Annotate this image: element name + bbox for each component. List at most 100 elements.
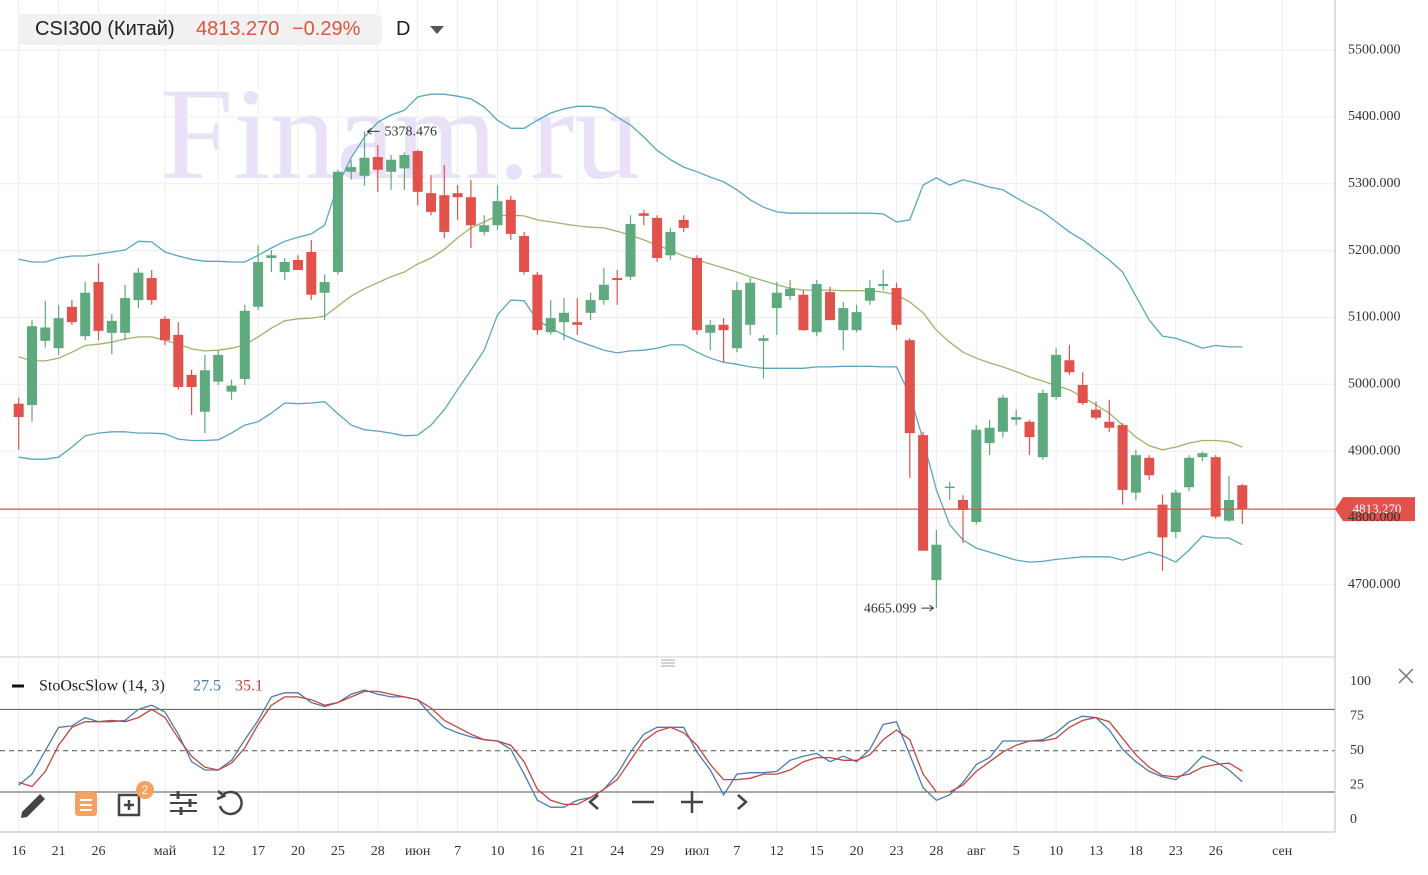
candle-body	[266, 255, 277, 258]
candle-body	[186, 374, 197, 387]
candle-body	[332, 171, 343, 273]
x-tick-label: 20	[850, 844, 864, 859]
settings-tool[interactable]	[170, 794, 197, 812]
low-label: 4665.099	[864, 601, 917, 616]
candle-body	[1037, 393, 1048, 458]
scroll-left[interactable]	[588, 794, 599, 810]
candle-body	[598, 284, 609, 301]
candle-body	[825, 292, 835, 321]
x-tick-label: 7	[454, 844, 461, 859]
y-tick-label: 0	[1350, 812, 1357, 827]
candle-body	[1024, 421, 1035, 438]
candle-body	[1210, 457, 1221, 517]
legend-value: 35.1	[235, 678, 263, 695]
candle-body	[692, 257, 702, 331]
candle-body	[545, 318, 556, 333]
candle-body	[705, 324, 716, 333]
candle-body	[80, 292, 91, 337]
candle-body	[1051, 354, 1062, 398]
symbol-header[interactable]: CSI300 (Китай) 4813.270 −0.29%	[18, 14, 382, 45]
indicators-icon	[124, 800, 134, 810]
candle-body	[66, 306, 77, 323]
candle-body	[412, 151, 423, 192]
y-tick-label: 4800.000	[1348, 510, 1401, 525]
candle-body	[399, 155, 410, 169]
candle-body	[984, 427, 995, 444]
candle-body	[585, 300, 596, 313]
y-tick-label: 5500.000	[1348, 42, 1401, 57]
candle-body	[226, 385, 237, 392]
x-tick-label: 12	[211, 844, 225, 859]
draw-tool[interactable]	[21, 794, 45, 818]
candle-body	[931, 544, 942, 581]
candle-body	[918, 435, 929, 551]
candle-body	[40, 327, 51, 341]
x-tick-label: 21	[570, 844, 584, 859]
candle-body	[1091, 409, 1101, 418]
x-tick-label: сен	[1272, 844, 1293, 859]
candle-body	[120, 298, 131, 333]
x-tick-label: авг	[967, 844, 986, 859]
last-price-label: 4813.270	[1353, 501, 1402, 516]
candle-body	[1144, 457, 1155, 476]
indicators-tool[interactable]	[117, 793, 141, 817]
candle-body	[519, 235, 530, 273]
x-tick-label: 20	[291, 844, 305, 859]
x-tick-label: 16	[12, 844, 26, 859]
x-tick-label: 28	[929, 844, 943, 859]
x-tick-label: 5	[1013, 844, 1020, 859]
y-tick-label: 5200.000	[1348, 243, 1401, 258]
candle-body	[1157, 504, 1168, 538]
candle-body	[372, 157, 383, 170]
x-tick-label: 25	[331, 844, 345, 859]
interval[interactable]: D	[396, 18, 411, 40]
candle-body	[492, 201, 503, 226]
candle-body	[625, 223, 636, 277]
x-tick-label: 7	[733, 844, 740, 859]
candle-body	[106, 320, 117, 333]
candle-body	[958, 499, 968, 510]
scroll-right[interactable]	[737, 794, 748, 810]
price: 4813.270	[196, 18, 280, 40]
interval-dropdown[interactable]	[430, 26, 444, 34]
candle-body	[678, 219, 689, 228]
y-tick-label: 100	[1350, 674, 1371, 689]
x-tick-label: 12	[770, 844, 784, 859]
undo-arrow	[216, 790, 227, 801]
candle-body	[452, 193, 463, 198]
candle-body	[1130, 455, 1141, 493]
candle-body	[718, 324, 729, 331]
candle-body	[891, 288, 902, 325]
candle-body	[279, 262, 290, 273]
undo-tool[interactable]	[218, 790, 243, 816]
y-tick-label: 5000.000	[1348, 377, 1401, 392]
candle-body	[731, 290, 742, 349]
x-tick-label: 23	[890, 844, 904, 859]
x-tick-label: 10	[491, 844, 505, 859]
watermark: Finam.ru	[160, 60, 640, 207]
candle-body	[798, 294, 809, 331]
candle-body	[439, 195, 450, 232]
candle-body	[27, 326, 37, 406]
y-tick-label: 50	[1350, 743, 1364, 758]
high-label: 5378.476	[385, 125, 438, 140]
x-tick-label: июл	[685, 844, 710, 859]
x-tick-label: июн	[405, 844, 431, 859]
candle-body	[838, 308, 849, 331]
x-tick-label: 26	[92, 844, 106, 859]
candle-body	[253, 262, 264, 307]
candle-body	[173, 334, 184, 387]
zoom-in[interactable]	[681, 791, 703, 813]
candle-body	[532, 274, 543, 331]
candle-body	[785, 288, 796, 297]
close-indicator[interactable]	[1398, 668, 1414, 684]
legend-value: 27.5	[193, 678, 221, 695]
x-tick-label: 23	[1169, 844, 1183, 859]
candle-body	[53, 318, 64, 349]
candle-body	[1197, 453, 1208, 458]
oscillator-line	[18, 690, 1243, 806]
candle-body	[1104, 421, 1115, 428]
candle-body	[426, 193, 436, 212]
candle-body	[93, 282, 104, 331]
